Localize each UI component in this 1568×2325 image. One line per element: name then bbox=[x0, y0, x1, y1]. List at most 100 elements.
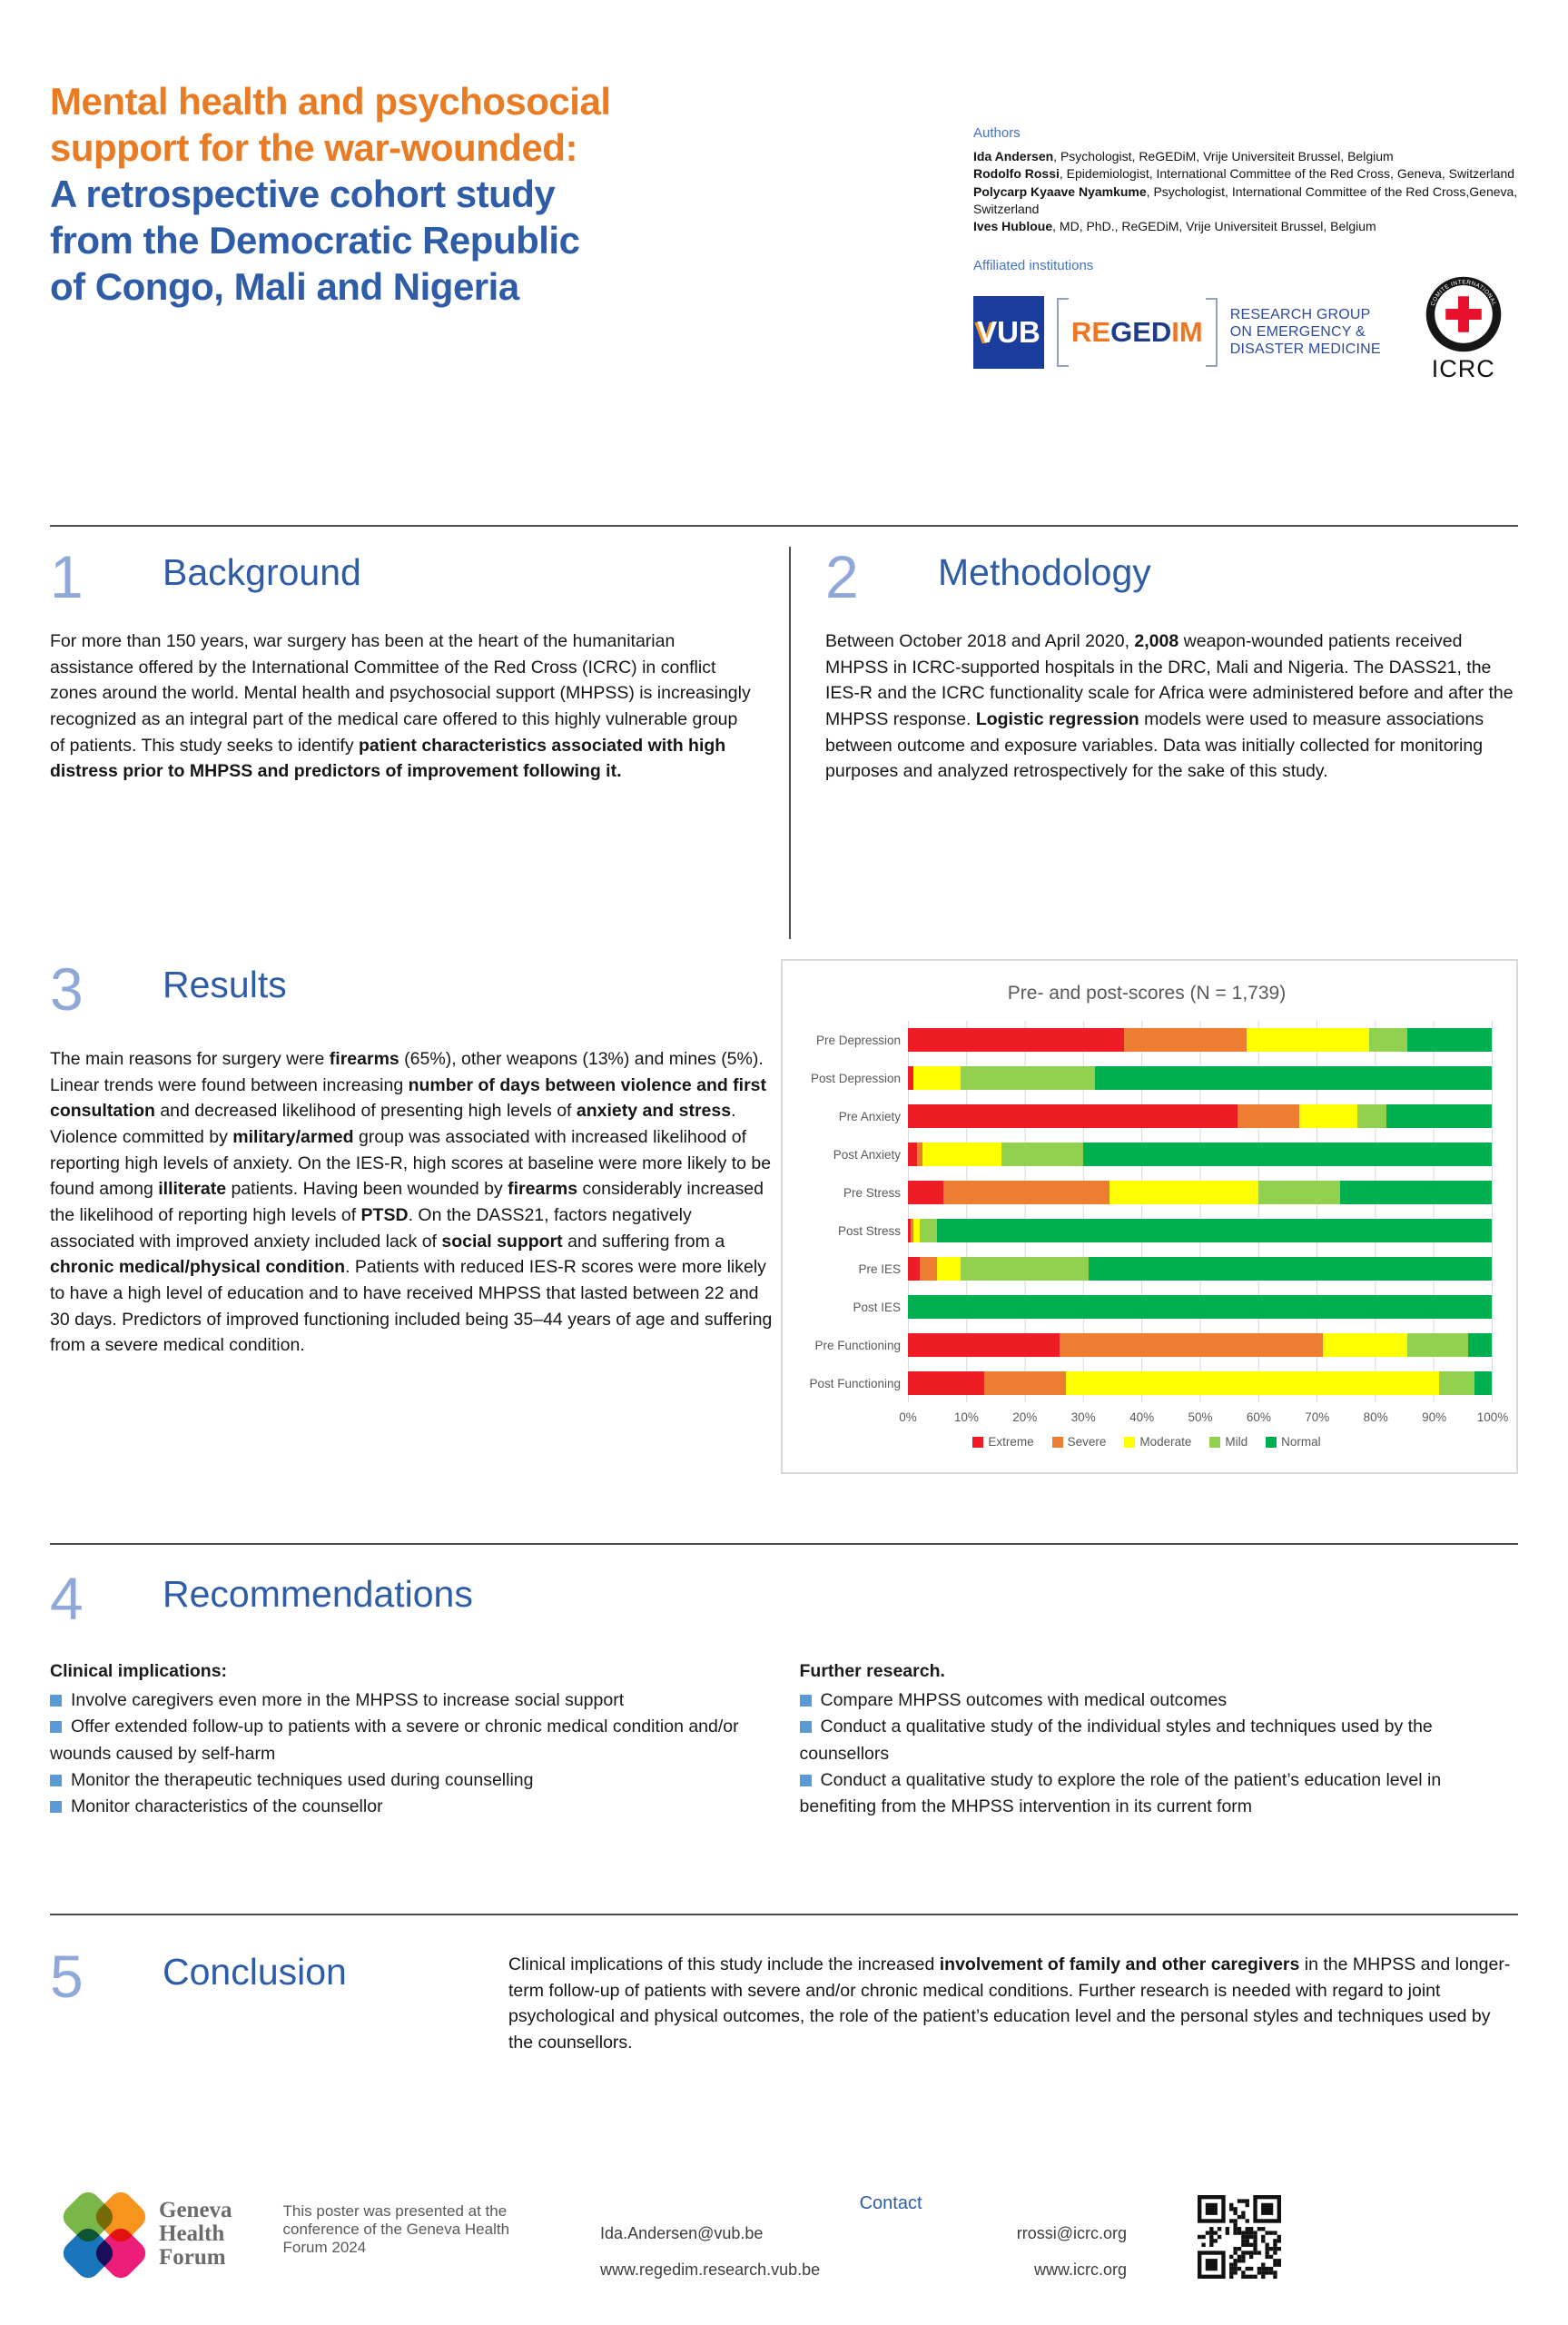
ghf-wordmark: Geneva Health Forum bbox=[159, 2193, 232, 2270]
bar-segment-moderate bbox=[1246, 1028, 1369, 1052]
authors-block: Authors Ida Andersen, Psychologist, ReGE… bbox=[973, 78, 1518, 525]
text-segment: 2,008 bbox=[1134, 631, 1179, 651]
footer: Geneva Health Forum This poster was pres… bbox=[50, 2179, 1518, 2288]
bar-segment-extreme bbox=[908, 1371, 984, 1395]
bar-segment-normal bbox=[908, 1295, 1492, 1319]
bar-segment-normal bbox=[1406, 1028, 1492, 1052]
bar-segment-severe bbox=[1060, 1333, 1323, 1357]
text-segment: weapon-wounded patients received MHPSS i… bbox=[825, 631, 1514, 729]
text-segment: anxiety and stress bbox=[576, 1101, 732, 1122]
text-segment: . Patients with reduced IES-R scores wer… bbox=[50, 1257, 773, 1356]
authors-label: Authors bbox=[973, 125, 1021, 141]
section-number: 3 bbox=[50, 955, 84, 1023]
list-item: Monitor the therapeutic techniques used … bbox=[50, 1767, 769, 1794]
chart-row bbox=[908, 1326, 1493, 1364]
bar-segment-severe bbox=[983, 1371, 1066, 1395]
bar-segment-normal bbox=[1082, 1143, 1492, 1166]
subtitle-line: of Congo, Mali and Nigeria bbox=[50, 265, 519, 308]
bar-segment-moderate bbox=[913, 1066, 961, 1090]
chart-title: Pre- and post-scores (N = 1,739) bbox=[1007, 983, 1287, 1004]
chart-category-label: Pre Depression bbox=[815, 1033, 901, 1047]
research-group-line: DISASTER MEDICINE bbox=[1229, 341, 1381, 357]
ghf-wordmark-line: Health bbox=[159, 2221, 225, 2246]
clinical-implications-column: Clinical implications: Involve caregiver… bbox=[50, 1661, 769, 1820]
contact-right-column: rrossi@icrc.org www.icrc.org bbox=[1017, 2216, 1127, 2288]
bullet-icon bbox=[799, 1774, 812, 1786]
bullet-text: Compare MHPSS outcomes with medical outc… bbox=[820, 1690, 1228, 1710]
regedim-text-part: IM bbox=[1171, 316, 1203, 349]
contact-website: www.icrc.org bbox=[1034, 2260, 1128, 2279]
legend-swatch-icon bbox=[1051, 1436, 1063, 1448]
text-segment: military/armed bbox=[232, 1126, 354, 1147]
stacked-bar bbox=[908, 1028, 1492, 1052]
stacked-bar bbox=[908, 1066, 1492, 1090]
author-entry: Ives Hubloue, MD, PhD., ReGEDiM, Vrije U… bbox=[973, 218, 1518, 235]
bar-segment-extreme bbox=[908, 1333, 1060, 1357]
author-entry: Polycarp Kyaave Nyamkume, Psychologist, … bbox=[973, 183, 1518, 219]
bullet-text: Conduct a qualitative study of the indiv… bbox=[799, 1717, 1433, 1764]
text-segment: The main reasons for surgery were bbox=[50, 1049, 330, 1069]
bullet-text: Offer extended follow-up to patients wit… bbox=[50, 1717, 739, 1764]
chart-category-label: Post Depression bbox=[810, 1071, 901, 1085]
bar-segment-normal bbox=[1089, 1257, 1492, 1281]
contact-left-column: Ida.Andersen@vub.be www.regedim.research… bbox=[600, 2216, 820, 2288]
bar-segment-moderate bbox=[937, 1257, 961, 1281]
chart-category-label: Post Anxiety bbox=[833, 1147, 901, 1162]
research-group-line: ON EMERGENCY & bbox=[1229, 323, 1366, 340]
divider bbox=[50, 1543, 1518, 1545]
vub-logo-text: V bbox=[977, 315, 998, 350]
stacked-bar bbox=[908, 1371, 1492, 1395]
further-research-heading: Further research. bbox=[799, 1661, 945, 1681]
contact-label: Contact bbox=[859, 2193, 922, 2213]
background-methodology-row: 1 Background For more than 150 years, wa… bbox=[50, 527, 1518, 939]
bar-segment-normal bbox=[1474, 1371, 1492, 1395]
research-group-line: RESEARCH GROUP bbox=[1229, 306, 1371, 322]
author-details: , Psychologist, International Committee … bbox=[973, 183, 1518, 216]
poster-title: Mental health and psychosocial support f… bbox=[50, 78, 922, 525]
stacked-bar bbox=[908, 1104, 1492, 1128]
further-research-list: Compare MHPSS outcomes with medical outc… bbox=[799, 1687, 1519, 1820]
author-entry: Ida Andersen, Psychologist, ReGEDiM, Vri… bbox=[973, 148, 1518, 165]
conclusion-text: Clinical implications of this study incl… bbox=[508, 1946, 1518, 2179]
contact-website: www.regedim.research.vub.be bbox=[600, 2260, 821, 2279]
legend-label: Mild bbox=[1225, 1435, 1248, 1449]
bar-segment-moderate bbox=[922, 1143, 1001, 1166]
x-axis-tick: 10% bbox=[953, 1410, 979, 1424]
chart-x-axis: 0% 10% 20% 30% 40% 50% 60% 70% 80% 90% 100% bbox=[801, 1402, 1508, 1433]
contact-email: rrossi@icrc.org bbox=[1016, 2224, 1128, 2242]
author-name: Ida Andersen bbox=[973, 149, 1054, 163]
vub-logo-text: UB bbox=[997, 315, 1040, 350]
contact-block: Contact Ida.Andersen@vub.be www.regedim.… bbox=[600, 2193, 1127, 2288]
text-segment: social support bbox=[441, 1231, 563, 1252]
author-name: Polycarp Kyaave Nyamkume bbox=[973, 183, 1147, 199]
legend-item: Extreme bbox=[972, 1435, 1034, 1449]
chart-plot-area: Pre Depression Post Depression Pre Anxiety… bbox=[801, 1021, 1493, 1402]
legend-item: Mild bbox=[1209, 1435, 1247, 1449]
clinical-implications-list: Involve caregivers even more in the MHPS… bbox=[50, 1687, 769, 1820]
section-methodology: 2 Methodology Between October 2018 and A… bbox=[791, 547, 1518, 939]
further-research-column: Further research. Compare MHPSS outcomes… bbox=[799, 1661, 1519, 1820]
text-segment: group was associated with increased like… bbox=[50, 1126, 772, 1200]
bullet-icon bbox=[50, 1801, 62, 1813]
list-item: Involve caregivers even more in the MHPS… bbox=[50, 1687, 769, 1714]
bar-segment-mild bbox=[1257, 1181, 1340, 1204]
text-segment: models were used to measure associations… bbox=[825, 708, 1484, 782]
chart-category-label: Post IES bbox=[853, 1300, 901, 1314]
chart-row bbox=[908, 1059, 1493, 1097]
x-axis-tick: 60% bbox=[1246, 1410, 1271, 1424]
icrc-logo: COMITE INTERNATIONAL GENEVE ICRC bbox=[1425, 275, 1503, 383]
chart-row bbox=[908, 1021, 1493, 1059]
bar-segment-mild bbox=[1001, 1143, 1083, 1166]
presented-line: conference of the Geneva Health bbox=[282, 2221, 510, 2239]
text-segment: chronic medical/physical condition bbox=[50, 1257, 346, 1278]
chart-category-label: Pre Stress bbox=[843, 1185, 901, 1200]
bar-segment-normal bbox=[1094, 1066, 1492, 1090]
bar-segment-extreme bbox=[908, 1257, 920, 1281]
bar-segment-mild bbox=[960, 1257, 1090, 1281]
chart-row bbox=[908, 1097, 1493, 1135]
regedim-text-part: RE bbox=[1071, 316, 1111, 349]
legend-swatch-icon bbox=[1124, 1436, 1136, 1448]
bar-segment-extreme bbox=[908, 1104, 1238, 1128]
x-axis-tick: 50% bbox=[1188, 1410, 1213, 1424]
